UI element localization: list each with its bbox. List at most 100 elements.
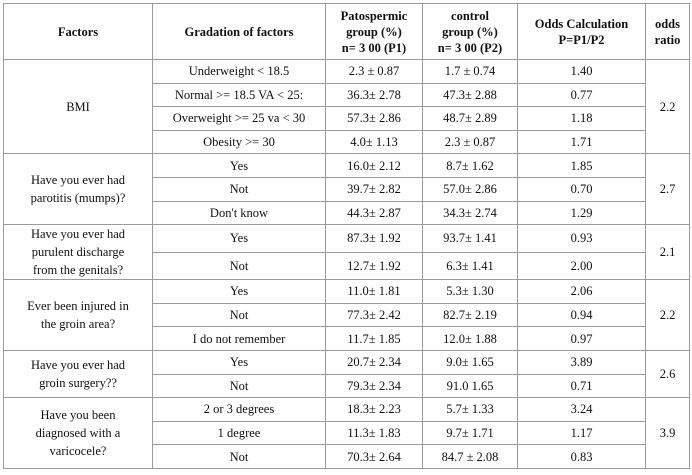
table-row: Not 12.7± 1.92 6.3± 1.41 2.00 (4, 251, 690, 281)
gradation-cell: Yes (152, 349, 326, 375)
odds-calculation-cell: 0.71 (517, 373, 646, 399)
patospermic-value-cell: 12.7± 1.92 (325, 251, 423, 281)
header-factors: Factors (3, 3, 153, 60)
gradation-cell: Not (152, 251, 326, 281)
header-patospermic-line: n= 3 00 (P1) (341, 40, 407, 55)
header-odds-calculation: Odds Calculation P=P1/P2 (517, 3, 646, 60)
table-row: Have you ever had parotitis (mumps)? Yes 16… (3, 153, 690, 226)
factor-line: BMI (66, 99, 90, 114)
header-gradation: Gradation of factors (152, 3, 326, 60)
odds-calculation-cell: 2.00 (517, 251, 646, 281)
header-control: control group (%) n= 3 00 (P2) (422, 3, 518, 60)
odds-calculation-cell: 0.83 (517, 444, 646, 469)
gradation-cell: Yes (152, 224, 326, 253)
table-container: Factors Gradation of factors Patospermic… (3, 3, 690, 469)
header-odds-calc-line: P=P1/P2 (558, 32, 605, 47)
gradation-cell: Not (152, 373, 326, 399)
patospermic-value-cell: 2.3 ± 0.87 (325, 59, 423, 84)
patospermic-value-cell: 77.3± 2.42 (325, 302, 423, 328)
odds-ratio-cell: 2.6 (645, 349, 690, 399)
factor-cell: Ever been injured in the groin area? (3, 279, 153, 351)
control-value-cell: 57.0± 2.86 (422, 176, 518, 202)
patospermic-value-cell: 44.3± 2.87 (325, 200, 423, 226)
odds-calculation-cell: 0.94 (517, 302, 646, 328)
factor-cell: Have you ever had purulent discharge from … (3, 224, 153, 281)
patospermic-value-cell: 18.3± 2.23 (325, 397, 423, 422)
table-row: Have you ever had purulent discharge from … (3, 224, 690, 281)
gradation-cell: Not (152, 444, 326, 469)
header-control-line: control (451, 8, 489, 23)
patospermic-value-cell: 11.7± 1.85 (325, 326, 423, 351)
gradation-cell: Underweight < 18.5 (152, 59, 326, 84)
odds-calculation-cell: 2.06 (517, 279, 646, 304)
patospermic-value-cell: 11.3± 1.83 (325, 420, 423, 446)
control-value-cell: 2.3 ± 0.87 (422, 129, 518, 155)
factor-cell: BMI (3, 58, 153, 155)
gradation-cell: Yes (152, 279, 326, 304)
header-odds-ratio: odds ratio (645, 3, 690, 60)
control-value-cell: 84.7 ± 2.08 (422, 444, 518, 469)
control-value-cell: 5.7± 1.33 (422, 397, 518, 422)
table-row: Obesity >= 30 4.0± 1.13 2.3 ± 0.87 1.71 (4, 129, 690, 155)
odds-calculation-cell: 3.89 (517, 349, 646, 375)
table-row: I do not remember 11.7± 1.85 12.0± 1.88 0.9… (4, 326, 690, 351)
control-value-cell: 91.0 1.65 (422, 373, 518, 399)
factor-line: purulent discharge (31, 245, 125, 260)
patospermic-value-cell: 4.0± 1.13 (325, 129, 423, 155)
control-value-cell: 47.3± 2.88 (422, 82, 518, 108)
control-value-cell: 9.7± 1.71 (422, 420, 518, 446)
table-row: Have you ever had groin surgery?? Yes 20.7±… (3, 349, 690, 399)
patospermic-value-cell: 16.0± 2.12 (325, 153, 423, 178)
gradation-cell: Don't know (152, 200, 326, 226)
table-body: BMI Underweight < 18.5 2.3 ± 0.87 1.7 ± 0.7… (3, 58, 690, 469)
odds-ratio-cell: 3.9 (645, 397, 690, 469)
table-row: Not 70.3± 2.64 84.7 ± 2.08 0.83 (4, 444, 690, 469)
table-row: Have you been diagnosed with a varicocele?… (3, 397, 690, 469)
patospermic-value-cell: 70.3± 2.64 (325, 444, 423, 469)
table-row: Not 77.3± 2.42 82.7± 2.19 0.94 (4, 302, 690, 328)
patospermic-value-cell: 57.3± 2.86 (325, 106, 423, 131)
header-patospermic-line: Patospermic (340, 8, 408, 23)
table-row: Overweight >= 25 va < 30 57.3± 2.86 48.7± … (4, 106, 690, 131)
odds-calculation-cell: 1.17 (517, 420, 646, 446)
odds-ratio-cell: 2.7 (645, 153, 690, 226)
factor-line: Have you ever had (30, 358, 126, 373)
odds-ratio-cell: 2.1 (645, 224, 690, 281)
factor-line: Ever been injured in (27, 299, 129, 314)
control-value-cell: 93.7± 1.41 (422, 224, 518, 253)
odds-calculation-cell: 0.77 (517, 82, 646, 108)
control-value-cell: 1.7 ± 0.74 (422, 59, 518, 84)
table-row: Not 39.7± 2.82 57.0± 2.86 0.70 (4, 176, 690, 202)
control-value-cell: 34.3± 2.74 (422, 200, 518, 226)
control-value-cell: 8.7± 1.62 (422, 153, 518, 178)
factor-line: Have you ever had (30, 227, 126, 242)
control-value-cell: 12.0± 1.88 (422, 326, 518, 351)
factor-line: Have you ever had (30, 173, 126, 188)
control-value-cell: 82.7± 2.19 (422, 302, 518, 328)
odds-calculation-cell: 1.18 (517, 106, 646, 131)
table-row: 1 degree 11.3± 1.83 9.7± 1.71 1.17 (4, 420, 690, 446)
factor-cell: Have you ever had parotitis (mumps)? (3, 153, 153, 226)
factor-line: the groin area? (40, 317, 116, 332)
header-patospermic-line: group (%) (346, 24, 402, 39)
factor-cell: Have you been diagnosed with a varicocele? (3, 397, 153, 469)
odds-calculation-cell: 0.97 (517, 326, 646, 351)
table-row: Don't know 44.3± 2.87 34.3± 2.74 1.29 (4, 200, 690, 226)
odds-calculation-cell: 0.70 (517, 176, 646, 202)
gradation-cell: Not (152, 176, 326, 202)
odds-calculation-cell: 1.85 (517, 153, 646, 178)
odds-ratio-cell: 2.2 (645, 58, 690, 155)
gradation-cell: I do not remember (152, 326, 326, 351)
table-row: Ever been injured in the groin area? Yes 11… (3, 279, 690, 351)
patospermic-value-cell: 87.3± 1.92 (325, 224, 423, 253)
odds-calculation-cell: 3.24 (517, 397, 646, 422)
patospermic-value-cell: 39.7± 2.82 (325, 176, 423, 202)
gradation-cell: Yes (152, 153, 326, 178)
patospermic-value-cell: 11.0± 1.81 (325, 279, 423, 304)
factor-line: from the genitals? (32, 263, 124, 278)
risk-factors-table: Factors Gradation of factors Patospermic… (3, 3, 690, 469)
control-value-cell: 6.3± 1.41 (422, 251, 518, 281)
gradation-cell: Not (152, 302, 326, 328)
table-row: Not 79.3± 2.34 91.0 1.65 0.71 (4, 373, 690, 399)
patospermic-value-cell: 79.3± 2.34 (325, 373, 423, 399)
